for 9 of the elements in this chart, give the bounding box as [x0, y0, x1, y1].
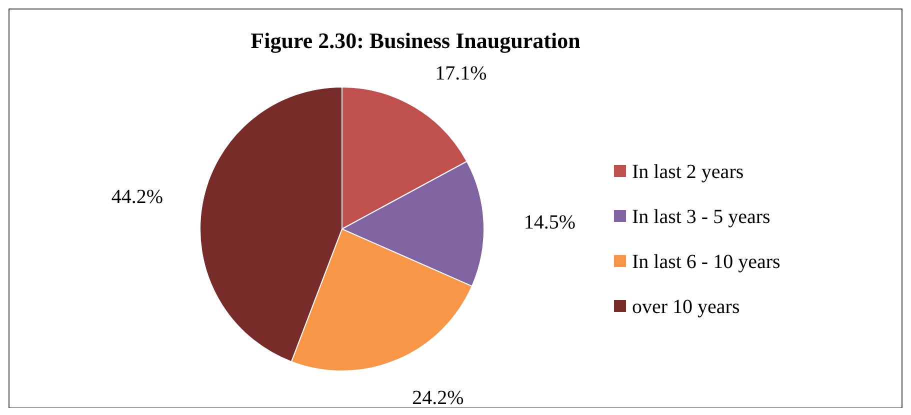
data-label: 44.2% [111, 186, 164, 208]
legend-label: In last 6 - 10 years [632, 251, 781, 273]
data-label: 24.2% [412, 386, 464, 409]
legend-label: In last 2 years [632, 161, 744, 183]
legend-label: over 10 years [632, 296, 740, 318]
data-label: 14.5% [524, 212, 576, 234]
legend-label: In last 3 - 5 years [632, 206, 771, 228]
chart-title: Figure 2.30: Business Inauguration [250, 28, 580, 53]
data-label: 17.1% [435, 62, 487, 85]
